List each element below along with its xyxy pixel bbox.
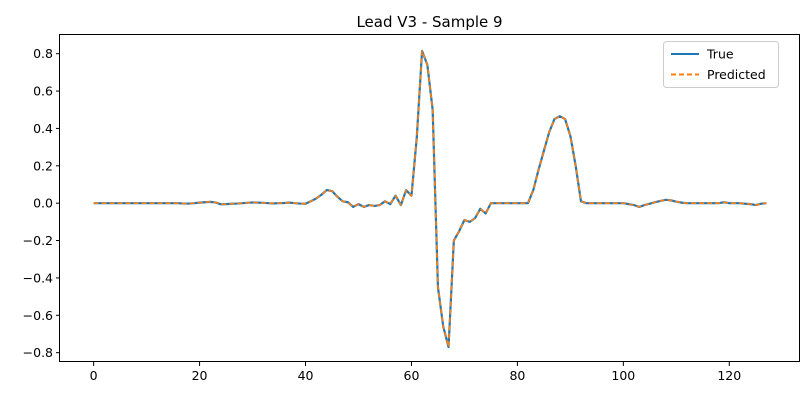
x-axis: 0 20 40 60 80 100 120 xyxy=(90,362,741,383)
plot-area xyxy=(93,49,767,349)
legend-label-predicted: Predicted xyxy=(707,67,766,82)
y-tick-label: −0.2 xyxy=(23,233,53,248)
legend: True Predicted xyxy=(663,41,779,88)
x-tick-label: 20 xyxy=(192,368,208,383)
chart-title: Lead V3 - Sample 9 xyxy=(356,13,502,31)
x-tick-label: 0 xyxy=(90,368,98,383)
x-tick-label: 60 xyxy=(404,368,420,383)
series-line-predicted xyxy=(93,50,767,348)
y-tick-label: 0.8 xyxy=(33,46,53,61)
x-tick-label: 100 xyxy=(611,368,635,383)
y-tick-label: 0.0 xyxy=(33,196,53,211)
y-tick-label: −0.8 xyxy=(23,345,53,360)
x-tick-label: 80 xyxy=(509,368,525,383)
x-tick-label: 120 xyxy=(717,368,741,383)
y-tick-label: −0.4 xyxy=(23,270,53,285)
y-axis: −0.8 −0.6 −0.4 −0.2 0.0 0.2 0.4 0.6 0.8 xyxy=(23,46,60,360)
y-tick-label: 0.6 xyxy=(33,84,53,99)
y-tick-label: 0.2 xyxy=(33,158,53,173)
y-tick-label: −0.6 xyxy=(23,308,53,323)
x-tick-label: 40 xyxy=(298,368,314,383)
y-tick-label: 0.4 xyxy=(33,121,53,136)
series-line-true xyxy=(93,49,767,349)
legend-label-true: True xyxy=(706,47,734,62)
